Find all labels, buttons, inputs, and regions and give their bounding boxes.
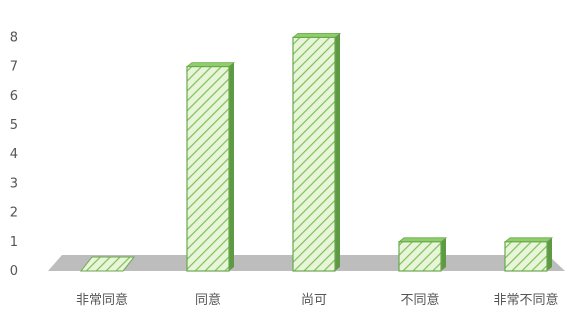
bar [79,256,136,272]
bar-front [292,36,336,272]
y-tick-label: 3 [10,176,18,191]
x-category-label: 尚可 [301,293,327,308]
bar-front [504,241,548,272]
bar-front [398,241,442,272]
bar-front [186,65,230,272]
bar-flat [79,256,136,272]
bar [185,62,236,272]
y-tick-label: 7 [10,60,18,75]
x-category-label: 同意 [195,292,221,308]
x-axis: 非常同意 同意 尚可 不同意 非常不同意 [76,292,559,308]
y-tick-label: 8 [10,30,18,45]
bar [397,237,448,272]
bar [503,237,554,272]
y-tick-label: 1 [10,235,18,250]
y-tick-label: 4 [10,147,18,162]
y-tick-label: 5 [10,118,18,133]
bars [79,33,554,272]
y-tick-label: 0 [10,264,18,279]
y-tick-label: 2 [10,206,18,221]
bar-side [547,237,552,271]
x-category-label: 非常不同意 [493,292,558,308]
bar [291,33,342,272]
x-category-label: 不同意 [400,292,439,308]
bar-top [291,33,342,38]
bar-side [335,33,340,272]
y-axis: 0 1 2 3 4 5 6 7 8 [10,30,18,279]
bar-side [441,237,446,271]
bar-side [229,62,234,271]
y-tick-label: 6 [10,89,18,104]
x-category-label: 非常同意 [76,292,128,308]
